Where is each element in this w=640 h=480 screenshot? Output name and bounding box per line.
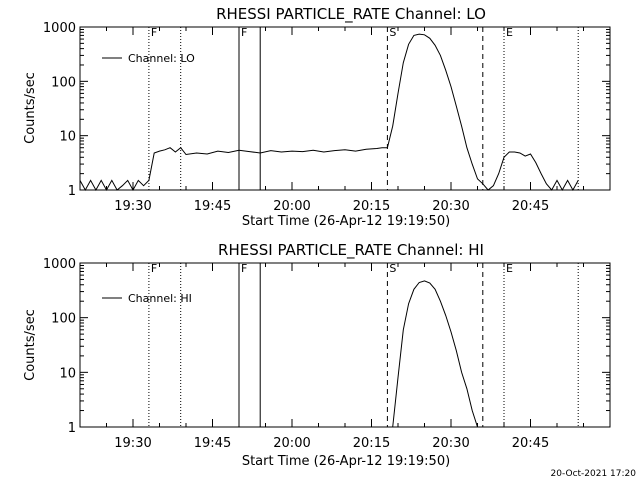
x-tick-label: 20:15 (353, 199, 390, 214)
x-tick-label: 19:30 (114, 436, 151, 451)
chart-panel-lo: RHESSI PARTICLE_RATE Channel: LO 1101001… (23, 5, 611, 229)
marker-label: F (241, 26, 247, 39)
y-tick-label: 1000 (43, 257, 76, 272)
series-line (79, 33, 579, 192)
series-layer (392, 280, 478, 428)
marker-label: E (506, 262, 513, 275)
x-axis-ticks: 19:30 19:45 20:00 20:15 20:30 20:45 (79, 27, 611, 214)
series-line (392, 280, 478, 428)
x-axis-label: Start Time (26-Apr-12 19:19:50) (242, 214, 450, 229)
x-tick-label: 20:30 (432, 199, 469, 214)
x-tick-label: 20:00 (273, 199, 310, 214)
y-tick-label: 1000 (43, 21, 76, 36)
legend-label: Channel: HI (128, 292, 192, 305)
marker-label: F (151, 26, 157, 39)
chart-title: RHESSI PARTICLE_RATE Channel: LO (216, 5, 486, 24)
x-tick-label: 20:00 (273, 436, 310, 451)
y-axis-ticks: 1 10 100 1000 (43, 257, 610, 436)
x-tick-label: 19:45 (194, 436, 231, 451)
y-tick-label: 1 (68, 421, 76, 436)
y-axis-ticks: 1 10 100 1000 (43, 21, 610, 199)
marker-label: S (389, 262, 396, 275)
x-tick-label: 19:45 (194, 199, 231, 214)
marker-label: E (506, 26, 513, 39)
generation-timestamp: 20-Oct-2021 17:20 (551, 469, 637, 479)
plot-frame (79, 262, 611, 428)
x-tick-label: 20:45 (512, 436, 549, 451)
y-tick-label: 1 (68, 184, 76, 199)
y-tick-label: 10 (59, 130, 76, 145)
y-tick-label: 10 (59, 366, 76, 381)
marker-label: F (151, 262, 157, 275)
chart-title: RHESSI PARTICLE_RATE Channel: HI (218, 241, 484, 260)
x-tick-label: 20:15 (353, 436, 390, 451)
x-axis-label: Start Time (26-Apr-12 19:19:50) (242, 454, 450, 469)
legend: Channel: LO (102, 52, 195, 65)
y-axis-label: Counts/sec (23, 72, 38, 144)
marker-label: S (389, 26, 396, 39)
legend-label: Channel: LO (128, 52, 195, 65)
marker-label: F (241, 262, 247, 275)
series-layer (79, 33, 579, 192)
y-axis-label: Counts/sec (23, 309, 38, 381)
legend: Channel: HI (102, 292, 192, 305)
y-tick-label: 100 (51, 75, 76, 90)
chart-panel-hi: RHESSI PARTICLE_RATE Channel: HI 1101001… (23, 241, 611, 469)
x-tick-label: 19:30 (114, 199, 151, 214)
x-axis-ticks: 19:30 19:45 20:00 20:15 20:30 20:45 (79, 263, 611, 451)
x-tick-label: 20:45 (512, 199, 549, 214)
x-tick-label: 20:30 (432, 436, 469, 451)
y-tick-label: 100 (51, 312, 76, 327)
